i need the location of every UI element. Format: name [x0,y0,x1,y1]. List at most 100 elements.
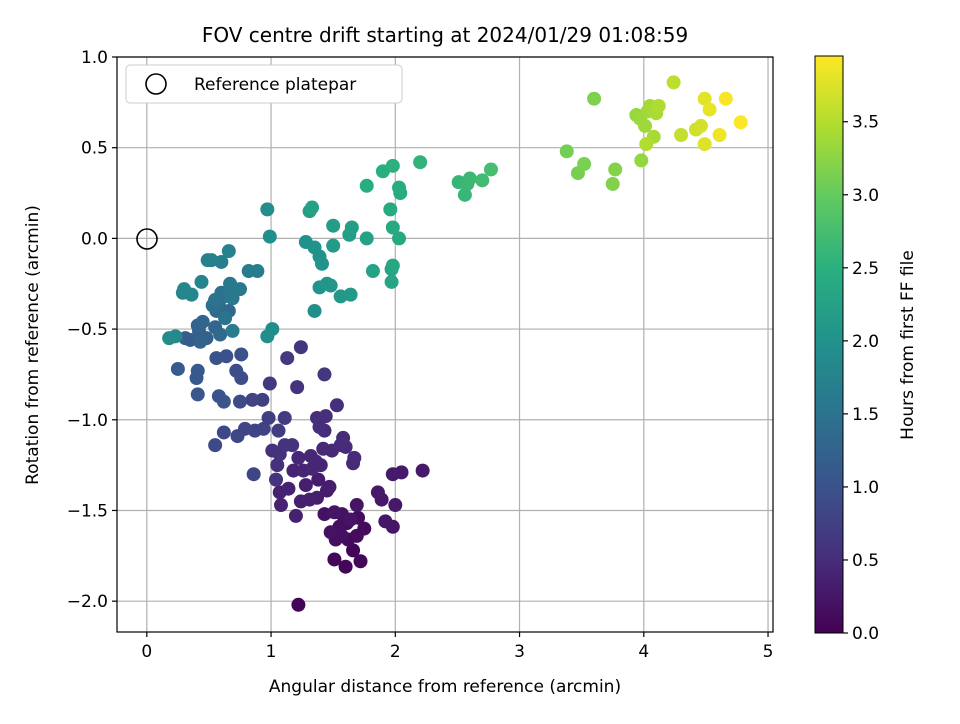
data-points [162,75,748,612]
grid-lines [117,56,773,632]
colorbar-tick-label: 1.5 [852,405,879,425]
legend: Reference platepar [125,64,403,104]
data-point [216,394,231,409]
data-point [559,144,574,159]
data-point [634,153,649,168]
data-point [346,543,361,558]
y-axis-label: Rotation from reference (arcmin) [23,205,43,485]
data-point [587,91,602,106]
y-axis-ticks: 1.0 0.5 0.0 −0.5 −1.0 −1.5 −2.0 [67,48,117,612]
data-point [193,334,208,349]
colorbar-tick-label: 3.5 [852,113,879,133]
data-point [326,218,341,233]
data-point [344,220,359,235]
data-point [385,220,400,235]
chart-title: FOV centre drift starting at 2024/01/29 … [202,23,688,47]
data-point [190,363,205,378]
data-point [608,162,623,177]
data-point [311,472,326,487]
data-point [208,293,223,308]
data-point [475,173,490,188]
data-point [208,438,223,453]
data-point [365,264,380,279]
data-point [702,102,717,117]
colorbar-label: Hours from first FF file [898,250,918,440]
data-point [718,91,733,106]
data-point [255,392,270,407]
legend-box [125,64,403,104]
y-tick-label: −2.0 [67,592,108,612]
data-point [651,98,666,113]
data-point [274,498,288,513]
x-tick-label: 4 [638,642,649,662]
x-tick-label: 0 [141,642,152,662]
data-point [262,229,277,244]
data-point [359,178,374,193]
data-point [639,137,654,152]
data-point [327,552,342,567]
data-point [221,244,236,259]
data-point [343,287,358,302]
data-point [225,323,240,338]
data-point [336,430,351,445]
data-point [170,361,185,376]
data-point [291,597,306,612]
data-point [392,180,407,195]
data-point [462,171,477,186]
data-point [457,187,472,202]
data-point [245,392,260,407]
data-point [674,127,689,142]
data-point [293,340,308,355]
data-point [261,410,276,425]
data-point [394,465,409,480]
data-point [323,278,338,293]
x-axis-ticks: 0 1 2 3 4 5 [141,632,773,662]
y-tick-label: −1.5 [67,501,108,521]
data-point [712,127,727,142]
data-point [384,274,399,289]
data-point [298,478,313,493]
data-point [195,314,210,329]
data-point [353,554,368,569]
data-point [357,521,372,536]
data-point [327,505,342,520]
colorbar-tick-label: 2.5 [852,259,879,279]
colorbar-tick-label: 2.0 [852,332,879,352]
x-tick-label: 5 [763,642,774,662]
data-point [190,387,205,402]
data-point [385,258,400,273]
data-point [733,115,748,130]
data-point [291,450,306,465]
data-point [285,438,300,453]
data-point [693,118,708,133]
x-tick-label: 2 [390,642,401,662]
data-point [577,157,592,172]
data-point [315,256,329,271]
y-tick-label: 1.0 [81,48,108,68]
data-point [385,158,400,173]
colorbar-ticks: 0.0 0.5 1.0 1.5 2.0 2.5 3.0 3.5 [843,113,879,644]
data-point [281,481,296,496]
data-point [388,498,403,513]
data-point [383,202,398,217]
data-point [346,456,361,471]
data-point [359,231,374,246]
data-point [218,311,233,326]
data-point [260,202,275,217]
data-point [392,231,407,246]
y-tick-label: 0.0 [81,229,108,249]
data-point [305,200,320,215]
data-point [162,331,177,346]
data-point [313,458,328,473]
data-point [697,91,712,106]
data-point [277,410,292,425]
data-point [307,303,322,318]
data-point [338,559,353,574]
x-axis-label: Angular distance from reference (arcmin) [269,677,621,697]
data-point [343,512,358,527]
data-point [230,429,245,444]
data-point [213,327,228,342]
reference-platepar-marker [136,228,158,250]
data-point [265,322,280,337]
